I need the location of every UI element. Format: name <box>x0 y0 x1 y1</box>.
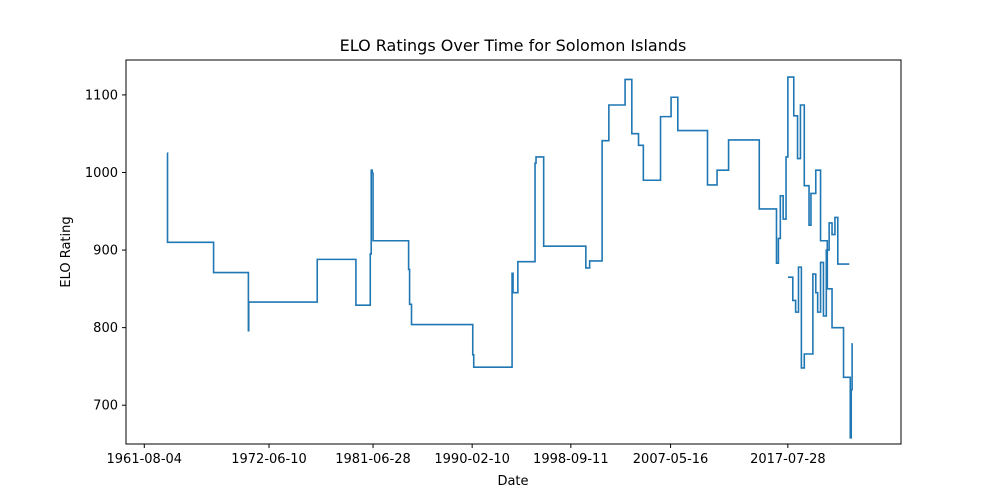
elo-series-line <box>166 76 853 439</box>
y-tick-label: 700 <box>93 399 118 414</box>
x-tick-label: 1981-06-28 <box>335 452 411 467</box>
x-tick-label: 2017-07-28 <box>750 452 826 467</box>
y-tick-label: 900 <box>93 244 118 259</box>
x-axis: 1961-08-04 1972-06-10 1981-06-28 1990-02-10… <box>107 444 826 467</box>
y-tick-label: 800 <box>93 321 118 336</box>
x-axis-label: Date <box>497 474 528 489</box>
elo-series-line <box>787 216 850 369</box>
chart-title: ELO Ratings Over Time for Solomon Island… <box>340 36 687 55</box>
x-tick-label: 1998-09-11 <box>533 452 609 467</box>
x-tick-label: 1972-06-10 <box>231 452 307 467</box>
x-tick-label: 1961-08-04 <box>107 452 183 467</box>
y-axis-label: ELO Rating <box>59 216 74 287</box>
x-tick-label: 1990-02-10 <box>434 452 510 467</box>
y-tick-label: 1000 <box>85 166 118 181</box>
y-tick-label: 1100 <box>85 88 118 103</box>
x-tick-label: 2007-05-16 <box>633 452 709 467</box>
series-group <box>166 76 853 439</box>
plot-frame <box>125 59 902 445</box>
y-axis: 700 800 900 1000 1100 <box>85 88 126 414</box>
